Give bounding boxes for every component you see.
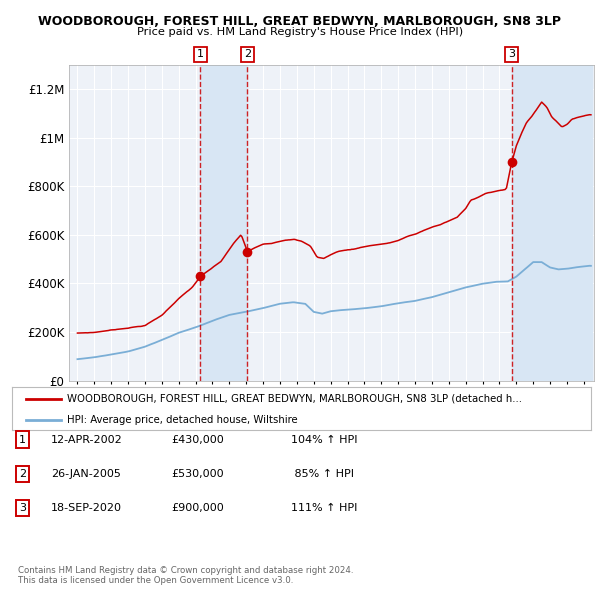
Text: Price paid vs. HM Land Registry's House Price Index (HPI): Price paid vs. HM Land Registry's House … xyxy=(137,27,463,37)
Text: 1: 1 xyxy=(197,50,204,60)
Text: 3: 3 xyxy=(19,503,26,513)
Text: HPI: Average price, detached house, Wiltshire: HPI: Average price, detached house, Wilt… xyxy=(67,415,298,425)
Text: 3: 3 xyxy=(508,50,515,60)
Text: 1: 1 xyxy=(19,435,26,444)
Text: 85% ↑ HPI: 85% ↑ HPI xyxy=(291,469,354,478)
Text: 2: 2 xyxy=(244,50,251,60)
Bar xyxy=(200,65,247,381)
Text: WOODBOROUGH, FOREST HILL, GREAT BEDWYN, MARLBOROUGH, SN8 3LP (detached h...: WOODBOROUGH, FOREST HILL, GREAT BEDWYN, … xyxy=(67,394,522,404)
Text: £430,000: £430,000 xyxy=(171,435,224,444)
Text: £530,000: £530,000 xyxy=(171,469,224,478)
Text: 104% ↑ HPI: 104% ↑ HPI xyxy=(291,435,358,444)
Text: 26-JAN-2005: 26-JAN-2005 xyxy=(51,469,121,478)
Text: WOODBOROUGH, FOREST HILL, GREAT BEDWYN, MARLBOROUGH, SN8 3LP: WOODBOROUGH, FOREST HILL, GREAT BEDWYN, … xyxy=(38,15,562,28)
Text: Contains HM Land Registry data © Crown copyright and database right 2024.
This d: Contains HM Land Registry data © Crown c… xyxy=(18,566,353,585)
Text: £900,000: £900,000 xyxy=(171,503,224,513)
Text: 111% ↑ HPI: 111% ↑ HPI xyxy=(291,503,358,513)
Text: 12-APR-2002: 12-APR-2002 xyxy=(51,435,123,444)
Text: 18-SEP-2020: 18-SEP-2020 xyxy=(51,503,122,513)
Text: 2: 2 xyxy=(19,469,26,478)
Bar xyxy=(512,65,592,381)
